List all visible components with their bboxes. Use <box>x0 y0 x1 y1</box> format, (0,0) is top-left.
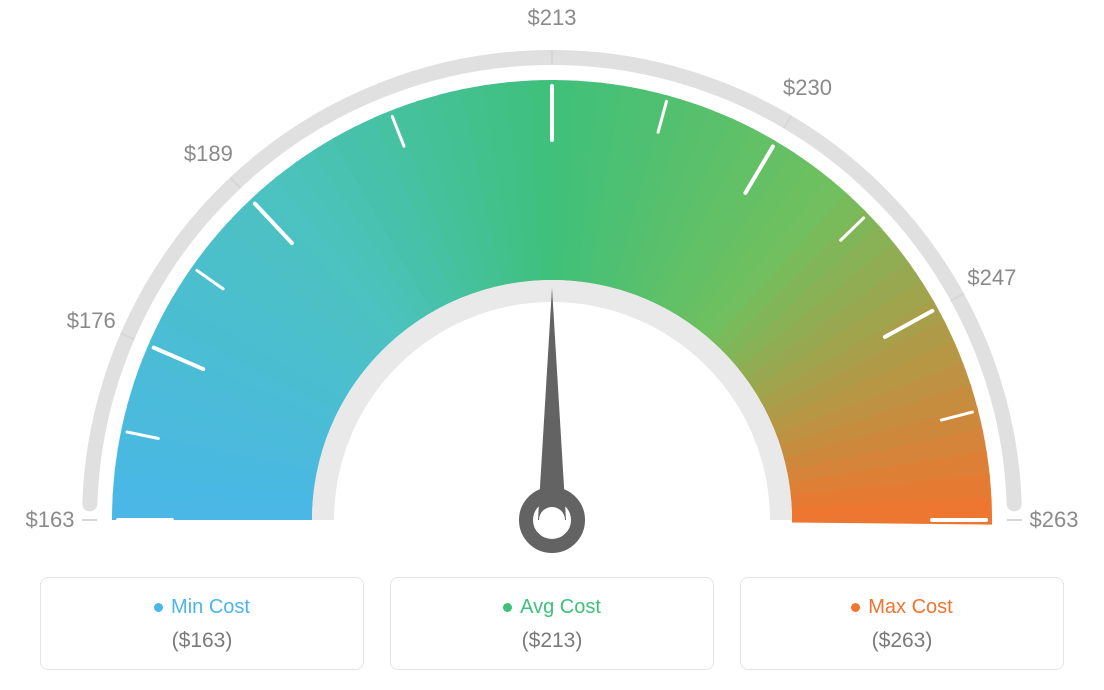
min-cost-value: ($163) <box>51 629 353 653</box>
min-dot-icon <box>154 603 163 612</box>
avg-cost-value: ($213) <box>401 629 703 653</box>
summary-cards: Min Cost ($163) Avg Cost ($213) Max Cost… <box>0 577 1104 670</box>
gauge-tick-label: $189 <box>184 141 233 167</box>
gauge-tick-label: $213 <box>528 5 577 31</box>
avg-cost-label: Avg Cost <box>520 596 601 619</box>
gauge-tick-label: $163 <box>26 507 75 533</box>
max-dot-icon <box>851 603 860 612</box>
min-cost-card: Min Cost ($163) <box>40 577 364 670</box>
gauge-tick-label: $247 <box>967 265 1016 291</box>
min-cost-label: Min Cost <box>171 596 250 619</box>
max-cost-label: Max Cost <box>868 596 952 619</box>
max-cost-card: Max Cost ($263) <box>740 577 1064 670</box>
gauge-svg <box>0 0 1104 560</box>
gauge-tick-label: $230 <box>783 75 832 101</box>
gauge-tick-label: $176 <box>67 308 116 334</box>
avg-cost-card: Avg Cost ($213) <box>390 577 714 670</box>
max-cost-value: ($263) <box>751 629 1053 653</box>
gauge-tick-label: $263 <box>1030 507 1079 533</box>
avg-dot-icon <box>503 603 512 612</box>
gauge-chart: $163 $176 $189 $213 $230 $247 $263 <box>0 0 1104 560</box>
